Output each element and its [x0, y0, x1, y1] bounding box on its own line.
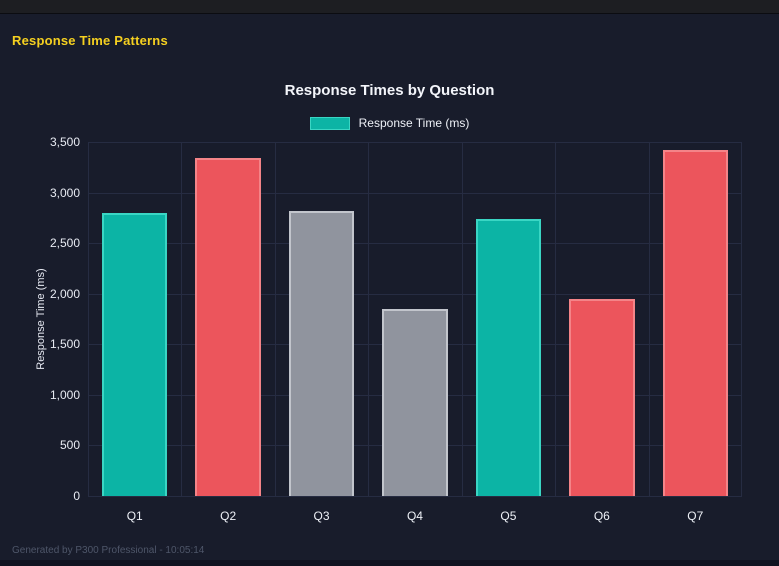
bar-column-Q1 — [88, 142, 181, 496]
bar-Q2[interactable] — [195, 158, 261, 496]
bar-column-Q7 — [649, 142, 742, 496]
y-tick-label-0: 0 — [73, 489, 80, 503]
y-tick-label-2000: 2,000 — [49, 286, 80, 301]
y-tick-label-1000: 1,000 — [49, 387, 80, 402]
y-tick-label-500: 500 — [59, 438, 80, 453]
x-label-Q7: Q7 — [687, 509, 704, 523]
gridline-2500 — [88, 243, 742, 245]
bar-Q7[interactable] — [662, 150, 728, 496]
vertical-gridline-6 — [648, 142, 650, 496]
chart-legend[interactable]: Response Time (ms) — [0, 116, 779, 130]
x-label-Q6: Q6 — [593, 509, 610, 523]
x-label-Q4: Q4 — [406, 509, 423, 523]
chart-plot-area — [88, 142, 742, 497]
vertical-gridline-5 — [555, 142, 557, 496]
x-axis-category-labels: Q1 Q2 Q3 Q4 Q5 Q6 Q7 — [88, 509, 742, 523]
y-axis-line — [88, 142, 89, 496]
bar-column-Q4 — [368, 142, 461, 496]
gridline-3500 — [88, 142, 742, 143]
bar-column-Q6 — [555, 142, 648, 496]
vertical-gridline-2 — [274, 142, 276, 496]
bar-Q5[interactable] — [475, 218, 542, 496]
gridline-3000 — [88, 192, 742, 194]
x-label-Q2: Q2 — [220, 509, 237, 523]
bar-Q3[interactable] — [288, 210, 355, 496]
legend-label: Response Time (ms) — [358, 116, 470, 130]
bar-Q6[interactable] — [569, 298, 635, 496]
y-tick-label-3000: 3,000 — [49, 185, 80, 200]
gridline-0 — [88, 496, 742, 497]
bar-Q4[interactable] — [382, 309, 448, 496]
vertical-gridline-1 — [181, 142, 183, 496]
gridline-2000 — [88, 293, 742, 295]
chart-title: Response Times by Question — [284, 82, 495, 99]
y-tick-label-2500: 2,500 — [49, 236, 80, 251]
y-axis-title: Response Time (ms) — [35, 268, 47, 370]
bar-Q1[interactable] — [102, 212, 168, 496]
bar-series — [88, 142, 742, 496]
x-label-Q1: Q1 — [126, 509, 143, 523]
vertical-gridline-3 — [368, 142, 370, 496]
bar-column-Q2 — [181, 142, 274, 496]
x-label-Q5: Q5 — [500, 509, 517, 523]
y-tick-label-3500: 3,500 — [49, 135, 80, 149]
legend-swatch-teal — [309, 116, 350, 130]
bar-column-Q3 — [275, 142, 368, 496]
window-top-strip — [0, 0, 779, 14]
x-label-Q3: Q3 — [313, 509, 330, 523]
footer-status-text: Generated by P300 Professional - 10:05:1… — [12, 545, 205, 556]
window-bottom-strip — [0, 560, 779, 566]
vertical-gridline-7 — [741, 142, 742, 496]
vertical-gridline-4 — [461, 142, 463, 496]
bar-column-Q5 — [462, 142, 555, 496]
page-title: Response Time Patterns — [12, 33, 168, 48]
y-tick-label-1500: 1,500 — [49, 337, 80, 352]
